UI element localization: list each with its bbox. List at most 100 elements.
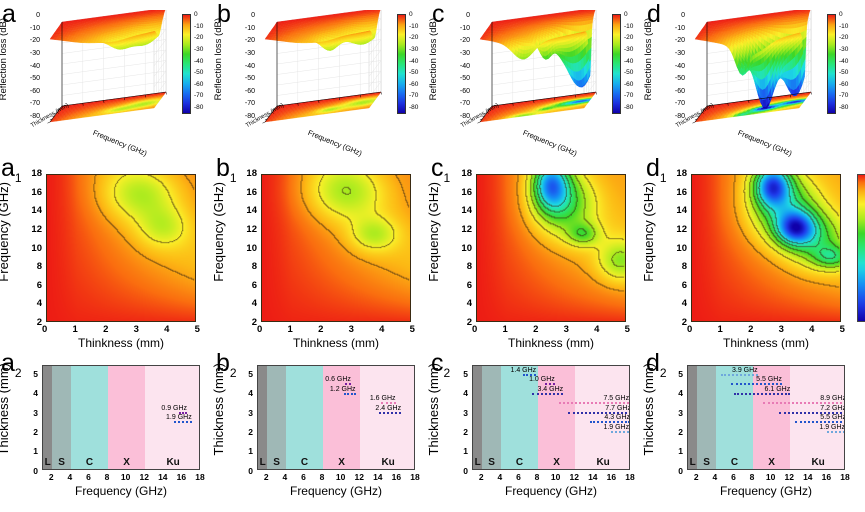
x-tick: 10 [765,472,776,482]
panel-letter-subscript: 2 [14,366,22,380]
y-tick: 10 [31,242,42,254]
z-tick: -10 [244,24,255,32]
axis-label-frequency-b1: Frequency (GHz) [211,182,226,282]
x-ticks-d2: 2 4 6 8 10 12 14 16 18 [687,472,850,483]
y-tick: 4 [251,298,257,310]
y-tick: 4 [463,388,468,399]
annotation-line-d2-3 [763,402,844,405]
colorbar-tick: -30 [624,45,634,53]
colorbar-tick: -50 [839,69,849,77]
y-tick: 14 [246,205,257,217]
z-tick: -80 [459,113,470,120]
annotation-label-d2-0: 3.9 GHz [732,366,758,374]
band-label-s: S [273,457,280,468]
band-label-ku: Ku [811,457,825,468]
annotation-d2-3: 8.9 GHz [763,392,844,405]
y-tick: 5 [678,368,683,379]
panel-letter-d2: d2 [646,351,667,380]
colorbar-tick: -30 [194,45,204,53]
annotation-line-d2-0 [721,373,758,376]
surface-plot-a [42,7,170,130]
x-tick: 12 [569,472,579,482]
z-tick: -10 [674,24,685,32]
x-tick: 5 [194,324,200,335]
annotation-line-c2-3 [559,402,629,405]
band-ku [145,366,199,469]
y-tick: 10 [461,242,472,254]
panel-letter-text: c [431,154,444,182]
annotation-label-c2-6: 1.9 GHz [603,423,630,431]
surface-plot-d [687,7,815,130]
colorbar-tick: -50 [409,69,419,77]
annotation-line-c2-0 [523,373,537,376]
surface-mesh-c [479,7,597,88]
colorbar-3d-ticks-d: 0 -10 -20 -30 -40 -50 -60 -70 -80 [839,11,859,111]
x-tick: 0 [42,324,48,335]
axis-label-frequency-b2: Frequency (GHz) [289,484,383,498]
y-tick: 18 [676,168,687,179]
panel-d-3d: d Reflection loss (dB) 0 -10 -20 -30 -40 -50 -60… [643,0,860,160]
x-tick: 0 [472,324,478,335]
y-tick: 18 [31,168,42,179]
band-label-c: C [515,457,524,468]
y-tick: 2 [463,426,468,437]
x-tick: 4 [67,472,73,482]
annotation-line-a2-0 [178,411,188,414]
y-tick: 2 [678,426,683,437]
axis-label-reflection-loss-d: Reflection loss (dB) [643,18,654,101]
z-tick: -10 [29,24,40,32]
panel-letter-b1: b1 [216,156,237,185]
surface-svg-d [692,7,812,124]
x-tick: 16 [176,472,187,482]
y-tick: 6 [251,279,257,291]
colorbar-tick: -20 [624,34,634,42]
surface-mesh-a [49,7,167,50]
x-ticks-a1: 0 1 2 3 4 5 [42,324,200,335]
contour-map-a1 [46,174,196,322]
panel-letter-d-3d: d [647,0,661,28]
y-ticks-c2: 0 1 2 3 4 5 [452,369,468,476]
x-tick: 6 [731,472,736,482]
y-tick: 2 [33,426,38,437]
band-c [500,366,539,469]
surface-svg-a [47,7,167,124]
annotation-label-c2-4: 7.7 GHz [605,404,630,412]
x-tick: 3 [778,324,784,335]
annotation-c2-2: 3.4 GHz [531,383,564,395]
axis-label-frequency-d2: Frequency (GHz) [719,484,813,498]
annotation-c2-0: 1.4 GHz [511,366,537,376]
annotation-label-b2-1: 1.2 GHz [329,385,356,393]
band-ku [575,366,629,469]
x-tick: 6 [516,472,521,482]
panel-letter-subscript: 1 [14,171,22,185]
panel-letter-a-3d: a [2,0,16,28]
colorbar-tick: 0 [624,11,628,18]
y-tick: 8 [251,261,257,273]
y-tick: 6 [36,279,42,291]
x-tick: 2 [318,324,324,335]
colorbar-3d-b [397,14,406,114]
colorbar-tick: -10 [624,22,634,30]
band-x [538,366,576,469]
colorbar-tick: -20 [409,34,419,42]
y-tick: 10 [246,242,257,254]
x-tick: 8 [749,472,755,482]
band-x [108,366,146,469]
y-tick: 0 [463,465,468,476]
colorbar-tick: -10 [409,22,419,30]
x-tick: 5 [624,324,630,335]
z-tick: -10 [459,24,470,32]
annotation-label-d2-4: 7.2 GHz [820,404,845,412]
band-label-ku: Ku [596,457,610,468]
band-c [285,366,324,469]
y-tick: 5 [248,368,253,379]
annotation-line-b2-1 [344,392,356,395]
y-ticks-d2: 0 1 2 3 4 5 [667,369,683,476]
annotation-d2-5: 5.5 GHz [794,411,844,424]
x-tick: 1 [717,324,723,335]
contour-map-d1 [691,174,841,322]
colorbar-tick: 0 [409,11,413,18]
x-tick: 8 [104,472,110,482]
annotation-c2-5: 4.3 GHz [590,411,629,424]
